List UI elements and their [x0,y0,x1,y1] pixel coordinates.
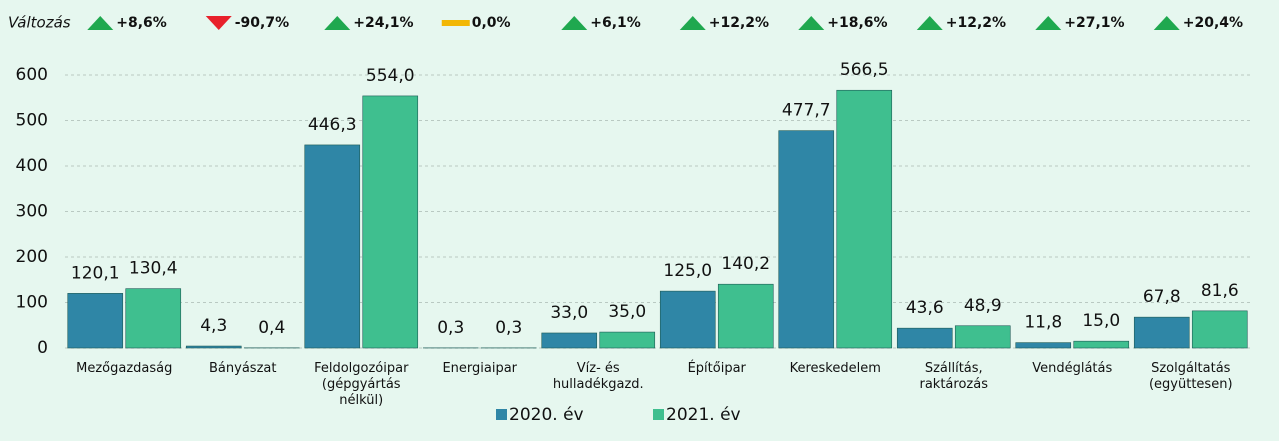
y-tick-label: 500 [16,111,48,131]
value-label: 446,3 [308,115,357,135]
bar [541,332,598,349]
value-label: 0,3 [495,318,522,338]
value-label: 4,3 [200,316,227,336]
x-tick-label: Energiaipar [442,361,517,376]
bar [185,345,242,349]
value-label: 43,6 [906,298,944,318]
value-label: 33,0 [550,303,588,323]
change-value: +8,6% [116,15,167,31]
change-value: +27,1% [1064,15,1124,31]
bar [1015,342,1072,349]
x-tick-label: Bányászat [209,361,276,376]
legend-swatch [496,409,507,420]
x-tick-label: Szállítás, raktározás [920,361,989,392]
bar [778,130,835,349]
bar [836,89,893,349]
value-label: 48,9 [964,296,1002,316]
x-tick-label: Szolgáltatás (együttesen) [1149,361,1233,392]
value-label: 140,2 [721,254,770,274]
y-tick-label: 100 [16,293,48,313]
x-tick-label: Mezőgazdaság [76,361,172,376]
y-tick-label: 400 [16,156,48,176]
value-label: 125,0 [663,261,712,281]
bar [1191,310,1248,349]
y-tick-label: 0 [37,338,48,358]
value-label: 554,0 [366,66,415,86]
bar [1073,340,1130,349]
value-label: 81,6 [1201,281,1239,301]
x-tick-label: Feldolgozóipar (gépgyártás nélkül) [314,361,409,408]
change-value: +6,1% [590,15,641,31]
value-label: 566,5 [840,60,889,80]
change-up [324,16,351,30]
change-value: +20,4% [1183,15,1243,31]
change-up [1153,16,1180,30]
bar [954,325,1011,349]
legend-label: 2020. év [509,405,584,425]
value-label: 35,0 [608,302,646,322]
change-up [798,16,825,30]
change-value: +12,2% [946,15,1006,31]
bar [659,290,716,349]
value-label: 0,3 [437,318,464,338]
change-up [679,16,706,30]
change-value: -90,7% [235,15,289,31]
bar [304,144,361,349]
value-label: 11,8 [1024,313,1062,333]
change-value: +12,2% [709,15,769,31]
change-value: +18,6% [827,15,887,31]
y-tick-label: 600 [16,65,48,85]
bar [717,283,774,349]
change-value: +24,1% [353,15,413,31]
bar [67,293,124,349]
y-tick-label: 200 [16,247,48,267]
change-label: Változás [8,14,71,32]
bar [896,327,953,349]
value-label: 0,4 [258,318,285,338]
change-down [205,16,232,30]
value-label: 120,1 [71,263,120,283]
value-label: 477,7 [782,101,831,121]
legend-swatch [653,409,664,420]
bar [599,331,656,349]
change-up [916,16,943,30]
value-label: 15,0 [1082,311,1120,331]
x-tick-label: Víz- és hulladékgazd. [553,361,644,392]
x-tick-label: Építőipar [688,360,747,376]
value-label: 130,4 [129,259,178,279]
change-up [87,16,114,30]
change-up [1035,16,1062,30]
change-up [561,16,588,30]
change-value: 0,0% [472,15,511,31]
change-flat [441,20,470,26]
y-tick-label: 300 [16,202,48,222]
value-label: 67,8 [1143,287,1181,307]
x-tick-label: Vendéglátás [1032,361,1112,376]
bar [1133,316,1190,349]
bar [362,95,419,349]
bar [125,288,182,349]
legend-label: 2021. év [666,405,741,425]
x-tick-label: Kereskedelem [790,361,881,376]
